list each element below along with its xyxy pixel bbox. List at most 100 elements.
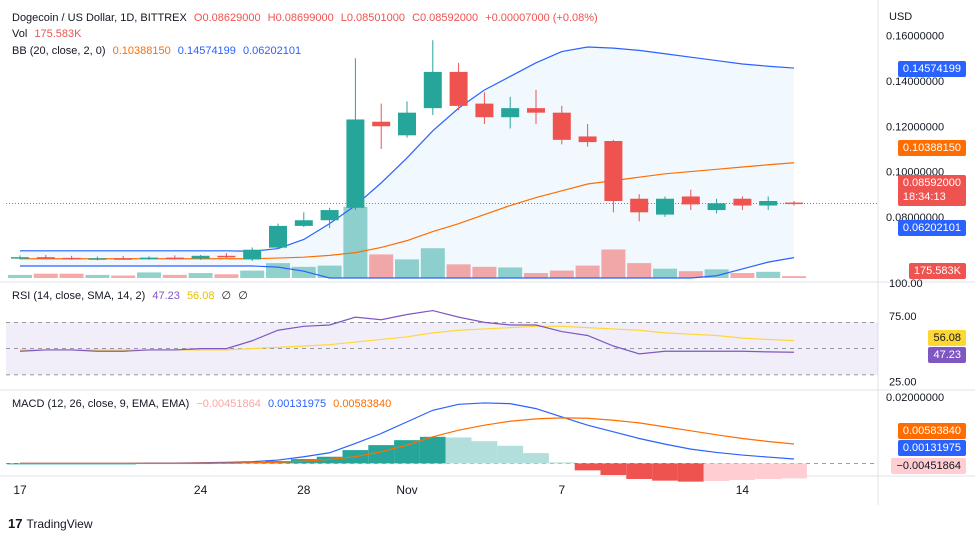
- time-tick-label: Nov: [396, 483, 417, 497]
- price-tick-label: 0.12000000: [886, 121, 944, 133]
- volume-bar: [8, 274, 32, 278]
- rsi-pane: [6, 309, 878, 376]
- volume-bars: [8, 206, 806, 278]
- price-tick-label: 0.16000000: [886, 31, 944, 43]
- candle-body: [398, 112, 416, 136]
- candle-body: [62, 257, 81, 260]
- bb-lower-value: 0.06202101: [242, 45, 302, 57]
- bb-legend[interactable]: BB (20, close, 2, 0) 0.10388150 0.145741…: [12, 44, 305, 58]
- macd-histogram-bar: [677, 463, 704, 482]
- volume-bar: [704, 269, 729, 278]
- macd-histogram-bar: [445, 437, 472, 464]
- candle-body: [346, 119, 365, 208]
- volume-bar: [317, 265, 342, 278]
- volume-bar: [369, 254, 394, 278]
- symbol-title[interactable]: Dogecoin / US Dollar, 1D, BITTREX: [12, 12, 187, 24]
- volume-bar: [524, 273, 548, 278]
- candle-body: [449, 71, 468, 106]
- volume-legend[interactable]: Vol 175.583K: [12, 27, 85, 41]
- tradingview-logo-icon: 17: [8, 516, 23, 531]
- volume-bar: [137, 272, 161, 278]
- macd-histogram-bar: [497, 445, 524, 464]
- rsi-tick-label: 25.00: [889, 376, 917, 388]
- candle-body: [552, 112, 571, 140]
- volume-bar: [782, 276, 806, 278]
- macd-signal-value: 0.00583840: [333, 398, 392, 410]
- bb-upper-tag: 0.14574199: [897, 61, 966, 77]
- time-tick-label: 7: [558, 483, 565, 497]
- time-tick-label: 24: [194, 483, 208, 497]
- volume-bar: [420, 248, 445, 278]
- volume-bar: [575, 265, 600, 278]
- volume-bar: [653, 268, 677, 278]
- candle-body: [527, 108, 545, 113]
- volume-bar: [214, 274, 239, 278]
- volume-bar: [395, 259, 419, 278]
- candle-body: [320, 210, 339, 221]
- macd-histogram-bar: [652, 463, 678, 481]
- volume-bar: [549, 270, 574, 278]
- candle-body: [630, 198, 649, 213]
- last-price-tag: 0.08592000 18:34:13: [897, 175, 966, 206]
- rsi-tick-label: 100.00: [889, 278, 923, 290]
- candle-body: [114, 258, 133, 260]
- rsi-label: RSI (14, close, SMA, 14, 2): [12, 290, 146, 302]
- macd-legend[interactable]: MACD (12, 26, close, 9, EMA, EMA) −0.004…: [12, 397, 395, 411]
- rsi-tick-label: 75.00: [889, 311, 917, 323]
- countdown-timer: 18:34:13: [902, 191, 946, 203]
- volume-bar: [498, 267, 523, 278]
- macd-histogram-bar: [781, 463, 807, 479]
- grid: [0, 0, 975, 505]
- volume-bar: [446, 264, 471, 278]
- bb-basis-value: 0.10388150: [112, 45, 171, 57]
- time-tick-label: 28: [297, 483, 311, 497]
- macd-histogram-bar: [755, 463, 782, 479]
- volume-bar: [730, 273, 755, 278]
- macd-histogram-bar: [626, 463, 653, 479]
- volume-bar: [85, 274, 110, 278]
- last-price-value: 0.08592000: [902, 177, 961, 189]
- bb-upper-value: 0.14574199: [177, 45, 236, 57]
- brand-name: TradingView: [26, 516, 93, 531]
- candle-body: [294, 220, 313, 226]
- volume-bar: [678, 271, 703, 278]
- macd-hist-tag: −0.00451864: [891, 458, 966, 474]
- tradingview-brand[interactable]: 17 TradingView: [8, 516, 93, 531]
- rsi-ma-tag: 56.08: [928, 330, 966, 346]
- currency-label[interactable]: USD: [889, 11, 913, 23]
- macd-signal-tag: 0.00583840: [897, 423, 966, 439]
- candle-body: [243, 249, 262, 260]
- candle-body: [475, 103, 494, 118]
- candle-body: [191, 255, 210, 259]
- time-tick-label: 17: [13, 483, 27, 497]
- volume-bar: [33, 273, 58, 278]
- volume-bar: [59, 273, 84, 278]
- rsi-legend[interactable]: RSI (14, close, SMA, 14, 2) 47.23 56.08 …: [12, 289, 252, 303]
- volume-bar: [756, 271, 781, 278]
- candle-body: [165, 257, 184, 260]
- macd-histogram-bar: [471, 441, 498, 464]
- volume-label: Vol: [12, 28, 28, 40]
- macd-label: MACD (12, 26, close, 9, EMA, EMA): [12, 398, 190, 410]
- macd-line-value: 0.00131975: [267, 398, 327, 410]
- macd-histogram-bar: [419, 436, 446, 464]
- volume-value: 175.583K: [34, 28, 82, 40]
- candle-body: [501, 108, 520, 118]
- rsi-line: [19, 309, 795, 355]
- candle-body: [140, 257, 158, 260]
- candle-body: [785, 202, 803, 205]
- candle-body: [681, 196, 700, 205]
- rsi-tag: 47.23: [928, 347, 966, 363]
- ohlc-open: O0.08629000: [193, 12, 261, 24]
- candle-body: [36, 257, 55, 259]
- volume-bar: [472, 266, 497, 278]
- candle-body: [11, 257, 29, 259]
- bollinger-band-fill: [20, 46, 794, 279]
- main-legend: Dogecoin / US Dollar, 1D, BITTREX O0.086…: [12, 11, 602, 25]
- candle-body: [372, 121, 391, 127]
- candle-body: [733, 198, 752, 206]
- bb-lower-tag: 0.06202101: [897, 220, 966, 236]
- candle-body: [707, 203, 726, 211]
- ohlc-change: +0.00007000 (+0.08%): [485, 12, 598, 24]
